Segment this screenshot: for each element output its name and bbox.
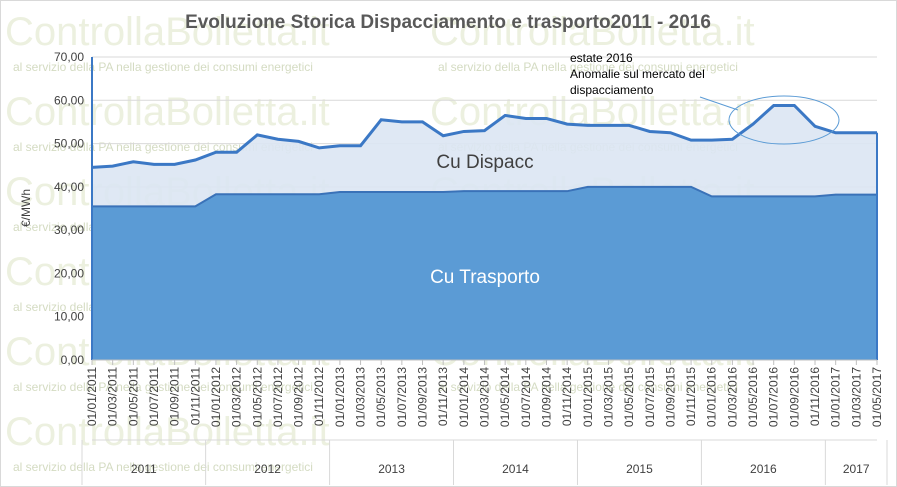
x-tick-label: 01/03/2017 <box>849 367 863 427</box>
watermark-tagline: al servizio della PA nella gestione dei … <box>13 60 313 74</box>
year-label: 2014 <box>502 462 529 476</box>
x-tick-label: 01/09/2016 <box>787 367 801 427</box>
annotation-leader <box>699 96 739 111</box>
annotation: dispacciamento <box>570 83 654 97</box>
year-label: 2016 <box>750 462 777 476</box>
x-tick-label: 01/07/2012 <box>271 367 285 427</box>
area-line <box>91 103 877 169</box>
x-tick-label: 01/01/2013 <box>333 367 347 427</box>
watermark-tagline: al servizio della PA nella gestione dei … <box>438 60 738 74</box>
x-tick-label: 01/05/2014 <box>498 367 512 427</box>
chart-title: Evoluzione Storica Dispacciamento e tras… <box>185 12 711 33</box>
x-tick-label: 01/11/2013 <box>436 367 450 426</box>
y-axis-label: €/MWh <box>19 189 33 227</box>
x-tick-label: 01/03/2012 <box>230 367 244 427</box>
x-tick-label: 01/11/2012 <box>312 367 326 426</box>
x-tick-label: 01/09/2014 <box>539 367 553 427</box>
x-tick-label: 01/05/2015 <box>622 367 636 427</box>
x-tick-label: 01/03/2015 <box>601 367 615 427</box>
area <box>92 105 877 207</box>
x-tick-label: 01/11/2014 <box>560 367 574 426</box>
x-tick-label: 01/05/2011 <box>126 367 140 426</box>
watermark-tagline: al servizio della PA nella gestione dei … <box>438 380 738 394</box>
x-tick-label: 01/09/2011 <box>168 367 182 426</box>
y-tick-label: 30,00 <box>54 223 84 237</box>
y-tick-label: 0,00 <box>61 353 85 367</box>
x-tick-label: 01/09/2013 <box>416 367 430 427</box>
x-tick-label: 01/05/2016 <box>746 367 760 427</box>
x-tick-label: 01/07/2015 <box>643 367 657 427</box>
year-label: 2015 <box>626 462 653 476</box>
x-tick-label: 01/03/2011 <box>106 367 120 426</box>
x-tick-label: 01/03/2013 <box>354 367 368 427</box>
annotation: Anomalie sul mercato del <box>570 67 705 81</box>
y-tick-label: 20,00 <box>54 266 84 280</box>
series-label: Cu Trasporto <box>430 267 540 288</box>
highlight-ellipse <box>728 95 840 145</box>
year-label: 2017 <box>843 462 870 476</box>
watermark-brand: ControllaBolletta.it <box>430 10 755 54</box>
area <box>92 186 877 360</box>
x-tick-label: 01/07/2016 <box>767 367 781 427</box>
x-tick-label: 01/01/2011 <box>85 367 99 426</box>
x-tick-label: 01/01/2014 <box>457 367 471 427</box>
series-label: Cu Dispacc <box>436 152 533 173</box>
plot: 0,00 10,00 20,00 30,00 40,00 50,00 60,00 70,00 C… <box>54 50 888 485</box>
x-tick-label: 01/01/2016 <box>705 367 719 427</box>
x-tick-label: 01/07/2013 <box>395 367 409 427</box>
y-tick-label: 60,00 <box>54 93 84 107</box>
x-tick-label: 01/11/2011 <box>188 367 202 426</box>
watermark-brand: ControllaBolletta.it <box>5 90 330 134</box>
x-tick-label: 01/09/2015 <box>663 367 677 427</box>
x-tick-label: 01/11/2015 <box>684 367 698 426</box>
x-tick-label: 01/05/2013 <box>374 367 388 427</box>
x-tick-label: 01/07/2011 <box>147 367 161 426</box>
area-line <box>92 185 877 208</box>
y-tick-label: 10,00 <box>54 310 84 324</box>
y-tick-label: 70,00 <box>54 50 84 64</box>
x-tick-label: 01/01/2012 <box>209 367 223 427</box>
x-tick-label: 01/09/2012 <box>292 367 306 427</box>
y-tick-label: 40,00 <box>54 180 84 194</box>
y-tick-label: 50,00 <box>54 137 84 151</box>
x-tick-label: 01/03/2014 <box>478 367 492 427</box>
watermark-brand: ControllaBolletta.it <box>5 10 330 54</box>
watermark-tagline: al servizio della PA nella gestione dei … <box>13 460 313 474</box>
x-tick-label: 01/03/2016 <box>725 367 739 427</box>
x-tick-label: 01/01/2017 <box>829 367 843 427</box>
x-tick-label: 01/05/2017 <box>870 367 884 427</box>
x-tick-label: 01/01/2015 <box>581 367 595 427</box>
x-tick-label: 01/05/2012 <box>250 367 264 427</box>
x-tick-label: 01/11/2016 <box>808 367 822 426</box>
year-label: 2011 <box>131 462 157 476</box>
year-label: 2013 <box>378 462 405 476</box>
watermark-tagline: al servizio della PA nella gestione dei … <box>13 380 313 394</box>
annotation: estate 2016 <box>570 51 633 65</box>
watermark-brand: ControllaBolletta.it <box>5 410 330 454</box>
x-tick-label: 01/07/2014 <box>519 367 533 427</box>
year-label: 2012 <box>254 462 281 476</box>
